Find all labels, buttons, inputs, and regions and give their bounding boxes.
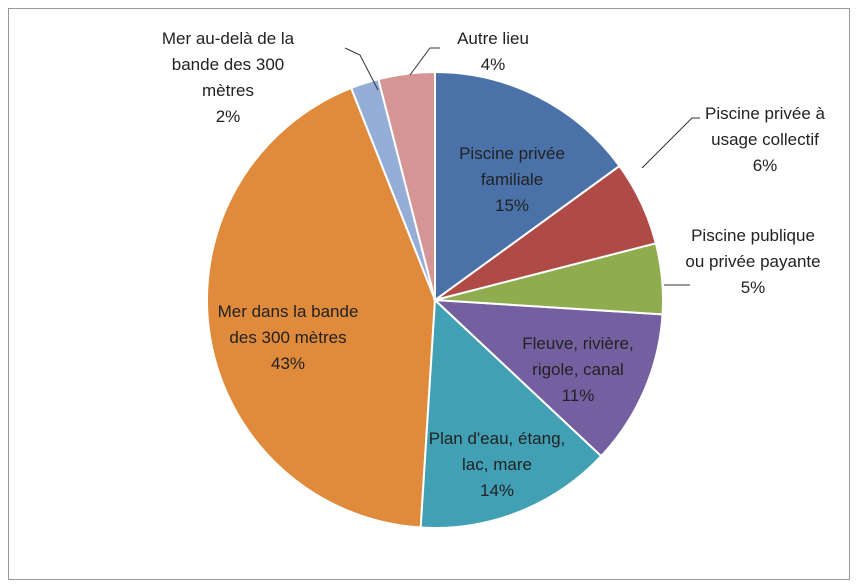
slice-label: Piscine privée familiale 15% xyxy=(442,141,582,219)
slice-label: Mer dans la bande des 300 mètres 43% xyxy=(213,299,363,377)
value-label: 2% xyxy=(215,107,241,126)
category-label: Piscine privée familiale xyxy=(459,144,565,189)
slice-label: Piscine privée à usage collectif 6% xyxy=(690,101,840,179)
value-label: 11% xyxy=(561,386,595,405)
value-label: 6% xyxy=(752,156,778,175)
category-label: Piscine publique ou privée payante xyxy=(685,226,821,271)
leader-line xyxy=(641,117,700,169)
pie-slice xyxy=(432,298,664,458)
category-label: Mer dans la bande des 300 mètres xyxy=(217,302,359,347)
leader-line xyxy=(344,47,379,91)
value-label: 4% xyxy=(480,55,506,74)
category-label: Mer au-delà de la bande des 300 mètres xyxy=(161,29,295,100)
slice-label: Fleuve, rivière, rigole, canal 11% xyxy=(503,331,653,409)
value-label: 43% xyxy=(270,354,306,373)
pie-slice xyxy=(419,297,603,529)
value-label: 15% xyxy=(494,196,530,215)
category-label: Autre lieu xyxy=(457,29,529,48)
category-label: Fleuve, rivière, rigole, canal xyxy=(522,334,634,379)
leader-lines xyxy=(344,47,700,286)
pie-slice xyxy=(206,86,437,529)
leader-line xyxy=(409,47,440,76)
pie-slice xyxy=(434,70,621,302)
category-label: Piscine privée à usage collectif xyxy=(704,104,825,149)
slice-label: Plan d'eau, étang, lac, mare 14% xyxy=(417,426,577,504)
slice-label: Mer au-delà de la bande des 300 mètres 2% xyxy=(148,26,308,130)
category-label: Plan d'eau, étang, lac, mare xyxy=(428,429,566,474)
chart-frame xyxy=(8,8,850,580)
slice-label: Piscine publique ou privée payante 5% xyxy=(683,223,823,301)
value-label: 14% xyxy=(479,481,515,500)
slice-label: Autre lieu 4% xyxy=(438,26,548,78)
value-label: 5% xyxy=(740,278,766,297)
